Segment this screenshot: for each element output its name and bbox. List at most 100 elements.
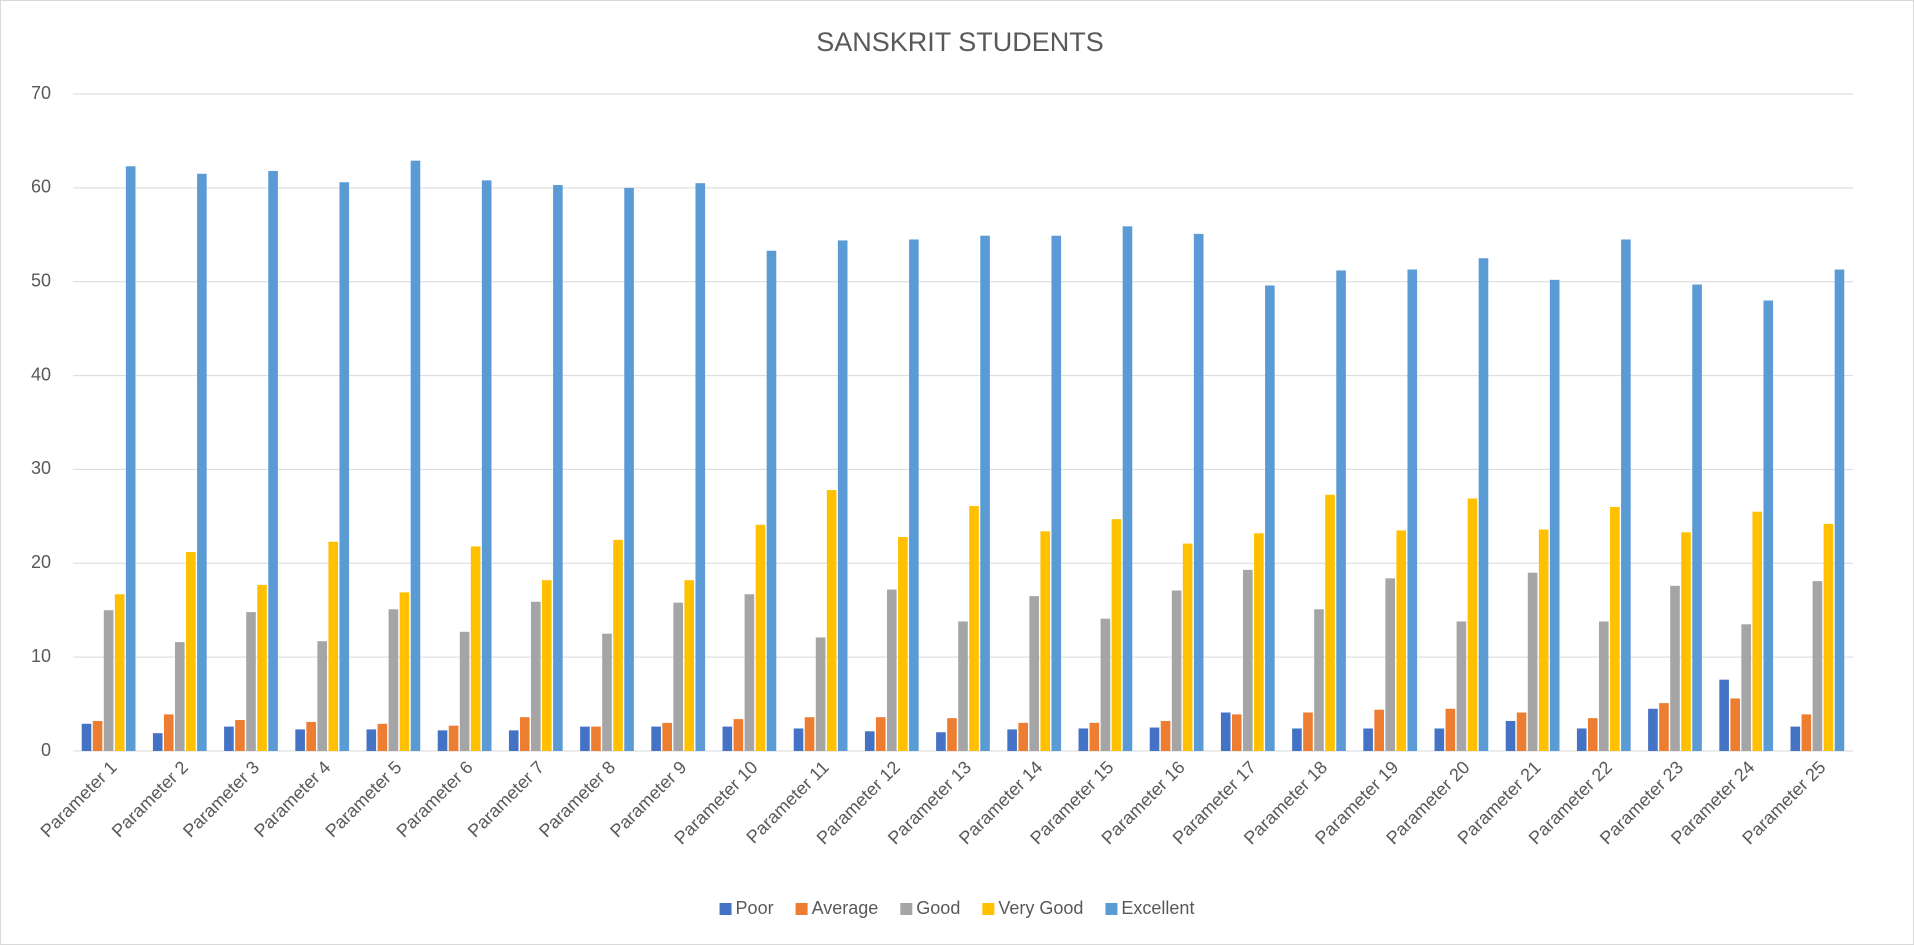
bar: [1648, 708, 1658, 751]
bar: [886, 589, 897, 751]
bar: [1242, 569, 1253, 751]
bar: [1265, 285, 1275, 751]
bar: [1692, 284, 1702, 751]
bar: [1456, 621, 1467, 751]
bar: [898, 537, 908, 751]
bar: [1100, 618, 1111, 751]
bar: [1576, 728, 1587, 751]
bar: [804, 717, 815, 751]
bar: [1336, 270, 1346, 751]
bar: [826, 490, 837, 751]
bar: [947, 718, 957, 751]
bar: [1549, 279, 1560, 751]
bar: [235, 720, 245, 751]
bar: [864, 731, 875, 751]
bar: [1018, 722, 1028, 751]
y-tick-label: 10: [31, 646, 51, 666]
bar: [1763, 300, 1774, 751]
bar: [980, 235, 990, 751]
bar: [1516, 712, 1527, 751]
bar: [1182, 543, 1193, 751]
bar: [459, 631, 470, 751]
bar: [553, 185, 563, 751]
bar: [1111, 519, 1122, 751]
bar: [1407, 269, 1418, 751]
bar: [410, 160, 421, 752]
bar: [1505, 720, 1516, 751]
bar: [437, 730, 448, 751]
bar: [1374, 709, 1384, 751]
bar: [1303, 712, 1313, 751]
bar: [481, 180, 492, 751]
bar: [1434, 728, 1445, 751]
bar: [815, 637, 826, 751]
bar: [92, 720, 103, 751]
bar: [837, 240, 848, 751]
bar: [1670, 585, 1680, 751]
legend-label: Poor: [736, 898, 774, 918]
bar: [793, 728, 804, 751]
bar: [1681, 532, 1691, 751]
chart-title: SANSKRIT STUDENTS: [816, 27, 1104, 57]
bar: [542, 580, 552, 751]
bar: [81, 723, 92, 751]
bar: [224, 726, 234, 751]
legend-swatch: [1105, 903, 1118, 915]
bar: [317, 641, 328, 751]
bar: [1160, 720, 1171, 751]
bar: [1445, 708, 1456, 751]
bar: [1538, 529, 1549, 751]
bar: [1078, 728, 1089, 751]
bar: [1149, 727, 1160, 751]
bar: [1801, 714, 1812, 751]
legend-swatch: [719, 903, 732, 915]
bar: [1254, 533, 1264, 751]
bar: [1659, 703, 1669, 751]
bar: [1051, 235, 1062, 751]
bar: [1122, 226, 1133, 752]
bar: [1741, 624, 1752, 751]
y-tick-label: 20: [31, 552, 51, 572]
bar: [1790, 726, 1801, 751]
bar: [1040, 531, 1051, 751]
bar: [733, 719, 744, 751]
bar: [958, 621, 968, 751]
legend-swatch: [900, 903, 913, 915]
bar: [328, 541, 339, 751]
bar: [673, 602, 684, 751]
bar: [580, 726, 590, 751]
bar: [1730, 698, 1740, 751]
bar: [1823, 523, 1834, 751]
bar: [508, 730, 519, 751]
bar: [125, 166, 136, 751]
bar: [695, 183, 706, 751]
bar: [103, 610, 114, 751]
bar: [388, 609, 399, 751]
bar: [1314, 609, 1324, 751]
legend-swatch: [982, 903, 995, 915]
bar: [875, 717, 886, 751]
bar: [1719, 679, 1729, 751]
bar: [1292, 728, 1302, 751]
bar: [366, 729, 377, 751]
bar: [114, 594, 125, 751]
bar: [602, 633, 612, 751]
bar: [268, 170, 278, 751]
bar: [246, 612, 256, 751]
bar: [1396, 530, 1407, 751]
bar: [909, 239, 919, 751]
bar: [1231, 714, 1242, 751]
y-tick-label: 60: [31, 177, 51, 197]
bar: [1812, 581, 1823, 751]
bar: [613, 539, 623, 751]
bar: [1385, 578, 1396, 751]
bar: [662, 722, 672, 751]
bar: [1752, 511, 1763, 751]
bar: [969, 506, 979, 751]
bar: [519, 717, 530, 751]
legend-label: Very Good: [998, 898, 1083, 918]
bar: [684, 580, 695, 751]
y-tick-label: 40: [31, 364, 51, 384]
bar: [755, 524, 766, 751]
